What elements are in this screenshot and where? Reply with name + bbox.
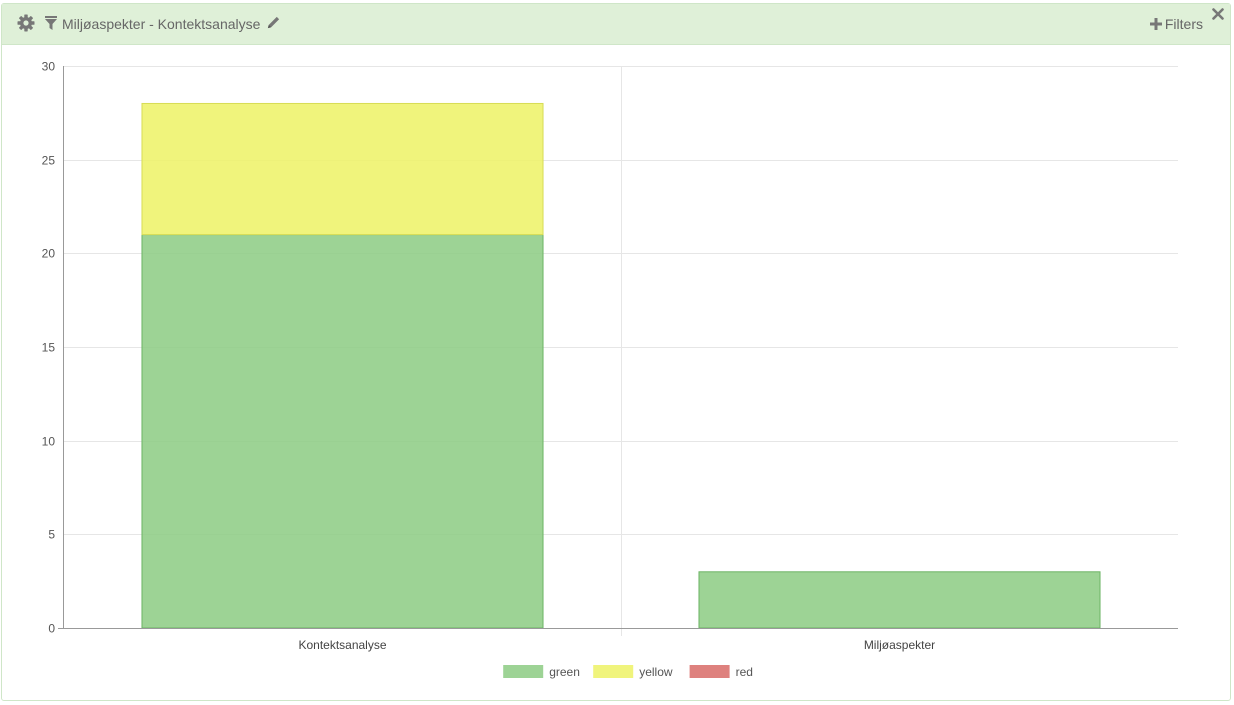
bar-green (141, 234, 544, 629)
y-tick-label: 15 (42, 341, 56, 355)
legend-swatch-yellow (593, 665, 634, 678)
x-tick-label: Miljøaspekter (864, 638, 935, 652)
legend-label: green (549, 665, 580, 679)
legend-swatch-green (503, 665, 544, 678)
legend-item-yellow[interactable]: yellow (593, 665, 673, 679)
bar-chart: 0 5 10 15 20 25 30 Kontektsanalyse Miljøaspekter… (42, 60, 1178, 679)
legend-item-red[interactable]: red (689, 665, 753, 679)
widget-title-text: Miljøaspekter - Kontektsanalyse (62, 16, 261, 32)
chart-widget: Miljøaspekter - Kontektsanalyse Filters … (1, 3, 1231, 701)
plus-icon (1149, 18, 1162, 30)
bars (141, 102, 1101, 629)
pencil-icon[interactable] (266, 15, 281, 30)
y-tick-label: 30 (42, 60, 56, 74)
filter-icon[interactable] (43, 15, 59, 31)
close-icon[interactable] (1212, 8, 1224, 20)
gear-icon[interactable] (16, 13, 36, 33)
widget-header: Miljøaspekter - Kontektsanalyse Filters (2, 4, 1230, 45)
legend: green yellow red (503, 665, 753, 679)
y-tick-label: 10 (42, 435, 56, 449)
legend-swatch-red (689, 665, 730, 678)
y-tick-label: 0 (48, 622, 55, 636)
legend-label: yellow (639, 665, 673, 679)
y-tick-label: 25 (42, 154, 56, 168)
add-filters-button[interactable]: Filters (1149, 15, 1203, 33)
y-tick-label: 5 (48, 528, 55, 542)
bar-yellow (141, 102, 544, 236)
axes: 0 5 10 15 20 25 30 Kontektsanalyse Miljøaspekter (42, 60, 1178, 652)
legend-item-green[interactable]: green (503, 665, 580, 679)
x-tick-label: Kontektsanalyse (298, 638, 386, 652)
widget-title: Miljøaspekter - Kontektsanalyse (62, 15, 281, 33)
legend-label: red (736, 665, 753, 679)
y-tick-label: 20 (42, 247, 56, 261)
bar-green (698, 571, 1101, 629)
filters-label: Filters (1164, 16, 1203, 32)
